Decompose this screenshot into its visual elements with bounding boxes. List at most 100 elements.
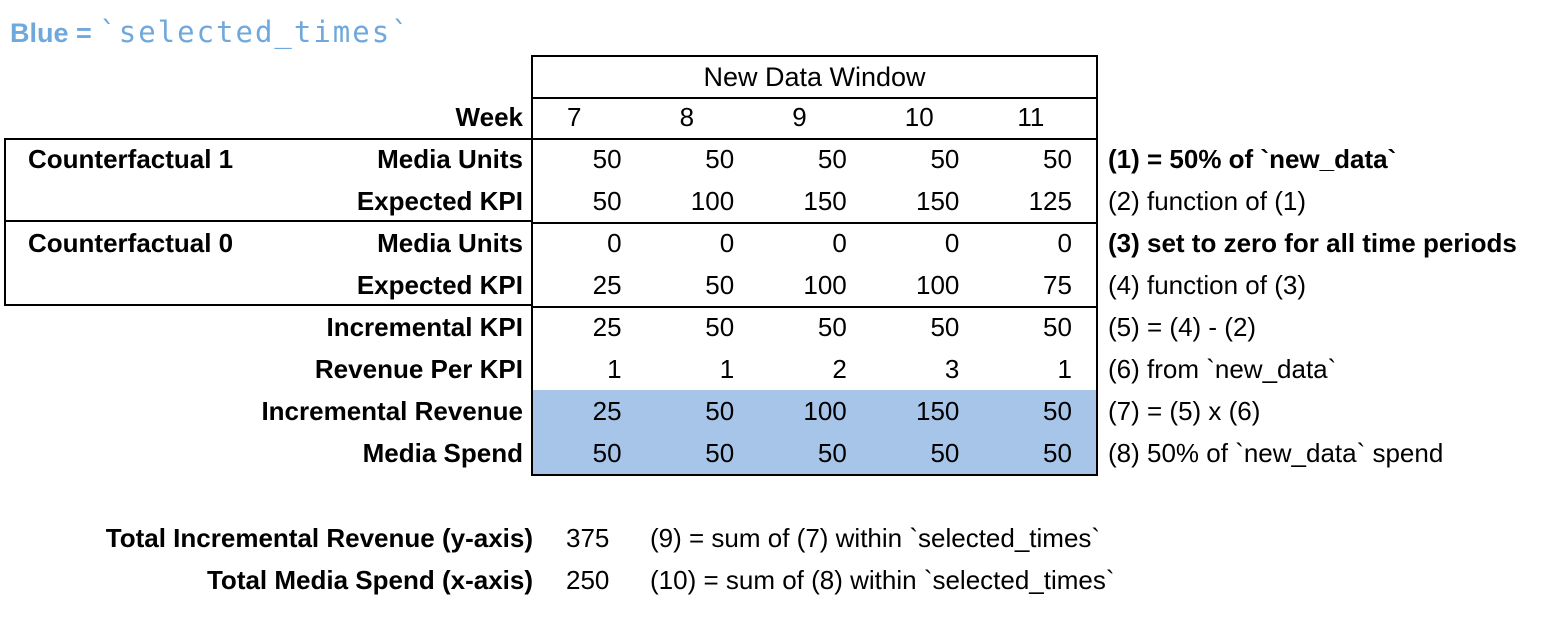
week-label-row: Week	[4, 97, 523, 138]
row-label: Incremental Revenue	[261, 395, 523, 426]
value-cell: 50	[930, 312, 960, 342]
value-cell: 150	[803, 186, 847, 216]
total-annotation: (10) = sum of (8) within `selected_times…	[650, 565, 1115, 595]
table-row: 50 50 50 50 50	[533, 138, 1096, 180]
row-label-group: Counterfactual 1 Media Units	[4, 138, 523, 180]
value-cell: 50	[705, 438, 735, 468]
total-label: Total Media Spend (x-axis)	[206, 565, 533, 595]
total-label: Total Incremental Revenue (y-axis)	[105, 523, 533, 553]
value-cell: 50	[705, 312, 735, 342]
value-cell: 0	[832, 228, 847, 258]
table-row: 25 50 100 100 75	[533, 264, 1096, 306]
selected-times-highlight	[533, 390, 1096, 474]
row-label: Media Units	[377, 227, 523, 258]
week-cell: 7	[567, 102, 582, 132]
legend: Blue = `selected_times`	[10, 16, 411, 49]
row-label-group: Incremental Revenue	[4, 390, 523, 432]
group-label: Counterfactual 1	[28, 143, 234, 174]
table-row-highlighted: 50 50 50 50 50	[533, 432, 1096, 474]
total-annotation: (9) = sum of (7) within `selected_times`	[650, 523, 1101, 553]
value-cell: 50	[1043, 438, 1072, 468]
row-annotation: (2) function of (1)	[1108, 186, 1306, 216]
value-cell: 2	[832, 354, 847, 384]
week-label: Week	[455, 102, 523, 132]
table-row: 50 100 150 150 125	[533, 180, 1096, 222]
value-cell: 50	[592, 186, 622, 216]
table-row-highlighted: 25 50 100 150 50	[533, 390, 1096, 432]
value-cell: 50	[1043, 144, 1072, 174]
value-cell: 50	[817, 438, 847, 468]
value-cell: 150	[915, 396, 960, 426]
row-annotation: (3) set to zero for all time periods	[1108, 228, 1517, 258]
row-label-group: Expected KPI	[4, 264, 523, 306]
value-cell: 1	[1057, 354, 1072, 384]
row-label-group: Incremental KPI	[4, 306, 523, 348]
row-label-group: Expected KPI	[4, 180, 523, 222]
week-cell: 9	[792, 102, 807, 132]
counterfactual-0-box	[4, 222, 533, 306]
value-cell: 50	[705, 396, 735, 426]
value-cell: 0	[944, 228, 960, 258]
value-cell: 50	[592, 144, 622, 174]
row-annotation: (5) = (4) - (2)	[1108, 312, 1257, 342]
table-row: 0 0 0 0 0	[533, 222, 1096, 264]
counterfactual-1-box	[4, 138, 533, 222]
row-label: Incremental KPI	[326, 311, 523, 342]
week-cell: 10	[904, 102, 934, 132]
value-cell: 50	[817, 312, 847, 342]
legend-label: Blue =	[10, 18, 92, 48]
value-cell: 100	[915, 270, 960, 300]
total-value: 250	[566, 565, 610, 595]
value-cell: 25	[592, 270, 622, 300]
value-cell: 50	[817, 144, 847, 174]
row-label: Media Spend	[362, 437, 523, 468]
divider-line	[533, 138, 1096, 140]
value-cell: 25	[592, 396, 622, 426]
value-cell: 1	[607, 354, 622, 384]
week-cell: 11	[1017, 102, 1045, 132]
value-cell: 50	[1043, 312, 1072, 342]
table-row: 1 1 2 3 1	[533, 348, 1096, 390]
total-value: 375	[566, 523, 610, 553]
row-annotation: (7) = (5) x (6)	[1108, 396, 1261, 426]
row-label: Revenue Per KPI	[314, 353, 523, 384]
value-cell: 1	[719, 354, 735, 384]
value-cell: 3	[944, 354, 960, 384]
row-label: Expected KPI	[356, 185, 523, 216]
value-cell: 0	[719, 228, 735, 258]
value-cell: 100	[803, 396, 847, 426]
table-header: New Data Window	[703, 62, 926, 92]
value-cell: 50	[705, 144, 735, 174]
value-cell: 0	[607, 228, 622, 258]
value-cell: 100	[690, 186, 735, 216]
value-cell: 100	[803, 270, 847, 300]
value-cell: 50	[592, 438, 622, 468]
row-label: Media Units	[377, 143, 523, 174]
table-row: 25 50 50 50 50	[533, 306, 1096, 348]
row-annotation: (4) function of (3)	[1108, 270, 1306, 300]
value-cell: 150	[915, 186, 960, 216]
value-cell: 25	[592, 312, 622, 342]
row-label: Expected KPI	[356, 269, 523, 300]
data-table: New Data Window 7 8 9 10 11 50 50 50 50 …	[531, 55, 1098, 476]
row-annotation: (1) = 50% of `new_data`	[1108, 144, 1397, 174]
value-cell: 125	[1028, 186, 1072, 216]
value-cell: 0	[1057, 228, 1072, 258]
value-cell: 50	[930, 144, 960, 174]
value-cell: 50	[1043, 396, 1072, 426]
group-label: Counterfactual 0	[28, 227, 234, 258]
value-cell: 75	[1043, 270, 1072, 300]
legend-code: `selected_times`	[99, 15, 411, 49]
value-cell: 50	[705, 270, 735, 300]
row-label-group: Media Spend	[4, 432, 523, 474]
divider-line	[533, 222, 1096, 224]
row-annotation: (6) from `new_data`	[1108, 354, 1337, 384]
divider-line	[533, 97, 1096, 99]
week-cell: 8	[679, 102, 695, 132]
row-label-group: Counterfactual 0 Media Units	[4, 222, 523, 264]
row-label-group: Revenue Per KPI	[4, 348, 523, 390]
value-cell: 50	[930, 438, 960, 468]
row-annotation: (8) 50% of `new_data` spend	[1108, 438, 1444, 468]
week-number-row: 7 8 9 10 11	[533, 97, 1096, 138]
divider-line	[533, 306, 1096, 308]
